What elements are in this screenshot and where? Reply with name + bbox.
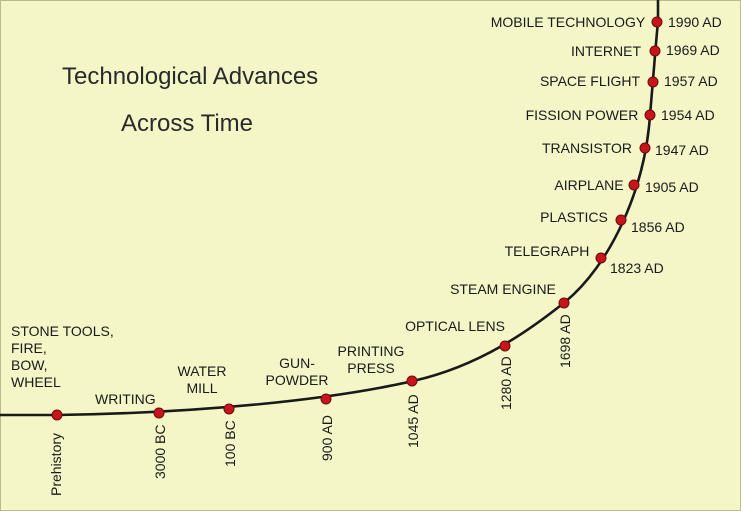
event-label-line: PLASTICS	[540, 209, 608, 225]
event-marker	[320, 393, 332, 405]
event-date: 1045 AD	[405, 394, 421, 448]
event-label: OPTICAL LENS	[405, 318, 505, 334]
event-label-line: PRINTING	[338, 343, 405, 359]
event-gunpowder: GUN-POWDER 900 AD	[266, 355, 336, 461]
event-label: MOBILE TECHNOLOGY	[491, 14, 646, 30]
event-date: 1856 AD	[631, 219, 685, 235]
event-label: STEAM ENGINE	[450, 281, 556, 297]
event-marker	[647, 76, 659, 88]
event-label-line: TELEGRAPH	[505, 243, 590, 259]
event-telegraph: TELEGRAPH 1823 AD	[505, 243, 664, 276]
event-airplane: AIRPLANE 1905 AD	[554, 177, 698, 195]
event-date: 900 AD	[319, 415, 335, 461]
event-label-line: STEAM ENGINE	[450, 281, 556, 297]
event-date: 1957 AD	[664, 73, 718, 89]
event-date: 1905 AD	[645, 179, 699, 195]
event-label-line: BOW,	[11, 357, 48, 373]
event-date: 1969 AD	[666, 42, 720, 58]
event-label-line: PRESS	[347, 360, 394, 376]
event-label-line: SPACE FLIGHT	[540, 73, 641, 89]
event-printing-press: PRINTING PRESS 1045 AD	[338, 343, 421, 448]
event-label: INTERNET	[571, 43, 641, 59]
event-label: STONE TOOLS, FIRE, BOW, WHEEL	[11, 323, 114, 390]
event-label-line: POWDER	[266, 372, 329, 388]
event-label: TELEGRAPH	[505, 243, 590, 259]
event-writing: WRITING 3000 BC	[95, 391, 168, 479]
event-label-line: GUN-	[279, 355, 315, 371]
event-label-line: TRANSISTOR	[542, 140, 632, 156]
event-label-line: STONE TOOLS,	[11, 323, 114, 339]
event-internet: INTERNET 1969 AD	[571, 42, 720, 59]
event-label: WRITING	[95, 391, 156, 407]
event-label: FISSION POWER	[526, 107, 639, 123]
event-steam-engine: STEAM ENGINE 1698 AD	[450, 281, 573, 368]
event-date: 100 BC	[222, 420, 238, 467]
event-marker	[639, 142, 651, 154]
event-marker	[595, 252, 607, 264]
event-date: 1990 AD	[668, 14, 722, 30]
event-date: 1698 AD	[557, 314, 573, 368]
event-date: 1280 AD	[498, 356, 514, 410]
event-label: GUN-POWDER	[266, 355, 329, 388]
event-date: 1947 AD	[655, 142, 709, 158]
event-label-line: FIRE,	[11, 340, 47, 356]
event-date: 3000 BC	[152, 425, 168, 479]
event-date: Prehistory	[48, 433, 64, 496]
event-marker	[615, 214, 627, 226]
event-transistor: TRANSISTOR 1947 AD	[542, 140, 709, 158]
event-prehistory: STONE TOOLS, FIRE, BOW, WHEEL Prehistory	[11, 323, 114, 496]
event-marker	[644, 109, 656, 121]
event-label-line: AIRPLANE	[554, 177, 623, 193]
event-marker	[651, 16, 663, 28]
event-label-line: INTERNET	[571, 43, 641, 59]
event-plastics: PLASTICS 1856 AD	[540, 209, 685, 235]
event-date: 1954 AD	[661, 107, 715, 123]
event-label: TRANSISTOR	[542, 140, 632, 156]
event-marker	[406, 375, 418, 387]
timeline-curve	[0, 0, 660, 417]
event-label: WATER MILL	[178, 363, 227, 396]
event-label: SPACE FLIGHT	[540, 73, 641, 89]
title-line-2: Across Time	[121, 110, 253, 137]
event-label-line: OPTICAL LENS	[405, 318, 505, 334]
event-marker	[628, 179, 640, 191]
event-space-flight: SPACE FLIGHT 1957 AD	[540, 73, 718, 89]
event-mobile-technology: MOBILE TECHNOLOGY 1990 AD	[491, 14, 722, 30]
event-marker	[499, 340, 511, 352]
event-date: 1823 AD	[610, 260, 664, 276]
event-marker	[51, 409, 63, 421]
event-label-line: WHEEL	[11, 374, 61, 390]
event-marker	[153, 407, 165, 419]
event-optical-lens: OPTICAL LENS 1280 AD	[405, 318, 514, 410]
event-label-line: MILL	[186, 380, 217, 396]
event-water-mill: WATER MILL 100 BC	[178, 363, 239, 467]
event-label-line: MOBILE TECHNOLOGY	[491, 14, 646, 30]
event-label-line: WATER	[178, 363, 227, 379]
event-label: PLASTICS	[540, 209, 608, 225]
event-marker	[223, 403, 235, 415]
event-marker	[649, 45, 661, 57]
event-label: PRINTING PRESS	[338, 343, 405, 376]
title-line-1: Technological Advances	[62, 63, 318, 90]
event-label: AIRPLANE	[554, 177, 623, 193]
event-label-line: WRITING	[95, 391, 156, 407]
events-layer: STONE TOOLS, FIRE, BOW, WHEEL Prehistory WRIT…	[11, 14, 722, 496]
event-fission-power: FISSION POWER 1954 AD	[526, 107, 715, 123]
event-label-line: FISSION POWER	[526, 107, 639, 123]
event-marker	[558, 297, 570, 309]
